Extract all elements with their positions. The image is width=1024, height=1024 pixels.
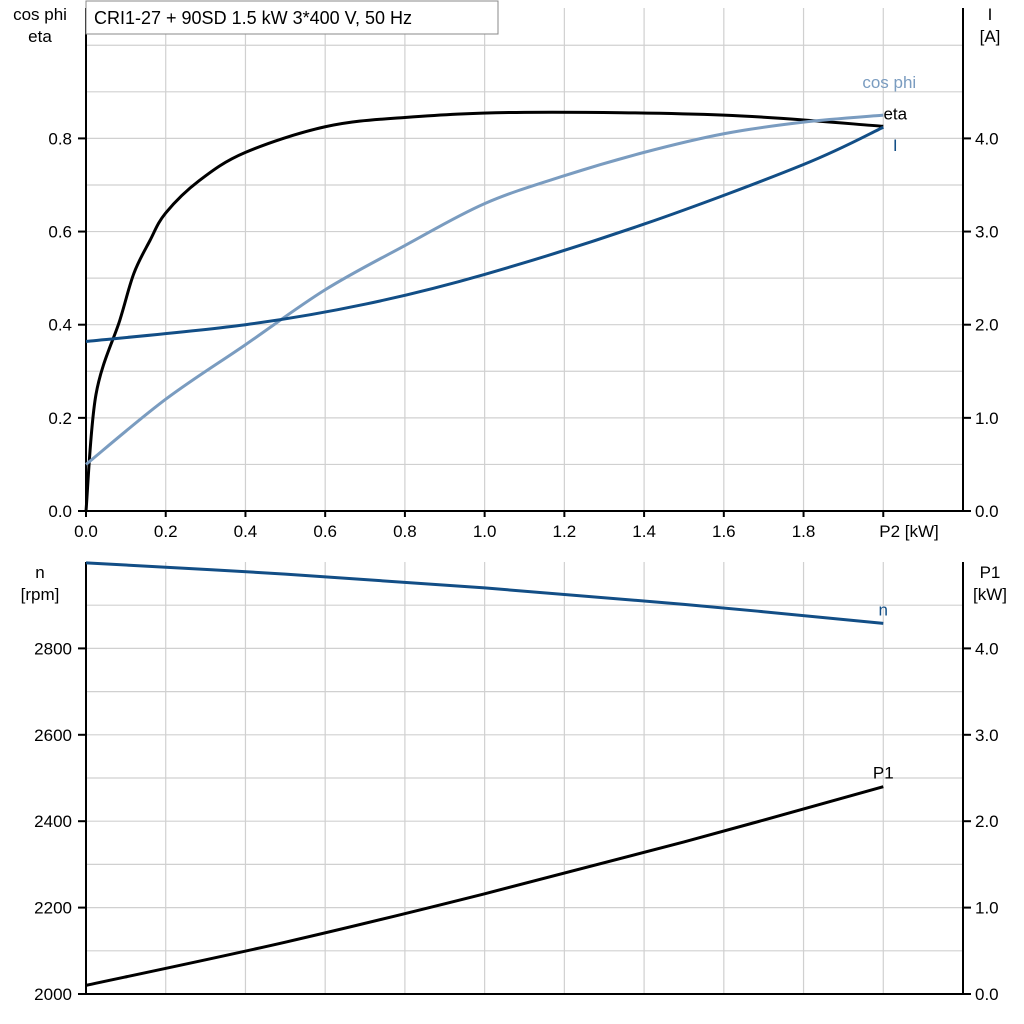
x-tick-label: 1.0 [473,522,497,541]
y-tick-label: 0.4 [48,316,72,335]
series-label-eta: eta [883,104,907,123]
y-tick-label: 0.6 [48,223,72,242]
y2-axis-label: I [988,5,993,24]
top-chart: 0.0 0.2 0.4 0.6 0.8 0.0 1.0 2.0 3.0 4.0 0.0 0.2 0.4 0… [13,5,1000,541]
y2-tick-label: 0.0 [975,985,999,1004]
y-tick-label: 2000 [34,985,72,1004]
x-tick-label: 1.6 [712,522,736,541]
series-label-P1: P1 [873,764,894,783]
y-axis-label: eta [28,27,52,46]
y2-tick-label: 2.0 [975,316,999,335]
y-tick-label: 0.8 [48,129,72,148]
x-tick-label: 0.8 [393,522,417,541]
series-label-n: n [879,600,888,619]
y-tick-label: 2800 [34,639,72,658]
x-tick-label: 1.4 [632,522,656,541]
series-line-P1 [85,785,884,987]
y-axis-label: [rpm] [21,585,60,604]
series-label-cos-phi: cos phi [862,73,916,92]
y-axis-label: cos phi [13,5,67,24]
chart-title-box: CRI1-27 + 90SD 1.5 kW 3*400 V, 50 Hz [85,0,499,35]
title-box-frame [85,0,499,35]
y-tick-label: 0.0 [48,502,72,521]
y2-tick-label: 1.0 [975,409,999,428]
y-tick-label: 0.2 [48,409,72,428]
series-line-eta [84,110,884,512]
series-line-n [85,561,884,625]
y2-tick-label: 4.0 [975,639,999,658]
chart-title: CRI1-27 + 90SD 1.5 kW 3*400 V, 50 Hz [94,8,412,28]
x-tick-label: 0.0 [74,522,98,541]
x-tick-label: 0.6 [313,522,337,541]
y2-tick-label: 1.0 [975,899,999,918]
x-axis-label: P2 [kW] [879,522,939,541]
x-tick-label: 1.8 [792,522,816,541]
series-label-I: I [893,136,898,155]
x-tick-label: 1.2 [553,522,577,541]
x-tick-label: 0.2 [154,522,178,541]
y2-tick-label: 4.0 [975,129,999,148]
y-axis-label: n [35,563,44,582]
y2-tick-label: 3.0 [975,223,999,242]
y2-tick-label: 3.0 [975,726,999,745]
bottom-chart: 2000 2200 2400 2600 2800 0.0 1.0 2.0 3.0 4.0 n [rpm… [21,561,1007,1004]
y-tick-label: 2400 [34,812,72,831]
y2-tick-label: 2.0 [975,812,999,831]
x-tick-label: 0.4 [234,522,258,541]
y-tick-label: 2600 [34,726,72,745]
y2-axis-label: [A] [980,27,1001,46]
y2-axis-label: P1 [980,563,1001,582]
y2-tick-label: 0.0 [975,502,999,521]
y-tick-label: 2200 [34,899,72,918]
y2-axis-label: [kW] [973,585,1007,604]
series-line-cos-phi [85,113,884,466]
series-line-I [85,125,884,343]
